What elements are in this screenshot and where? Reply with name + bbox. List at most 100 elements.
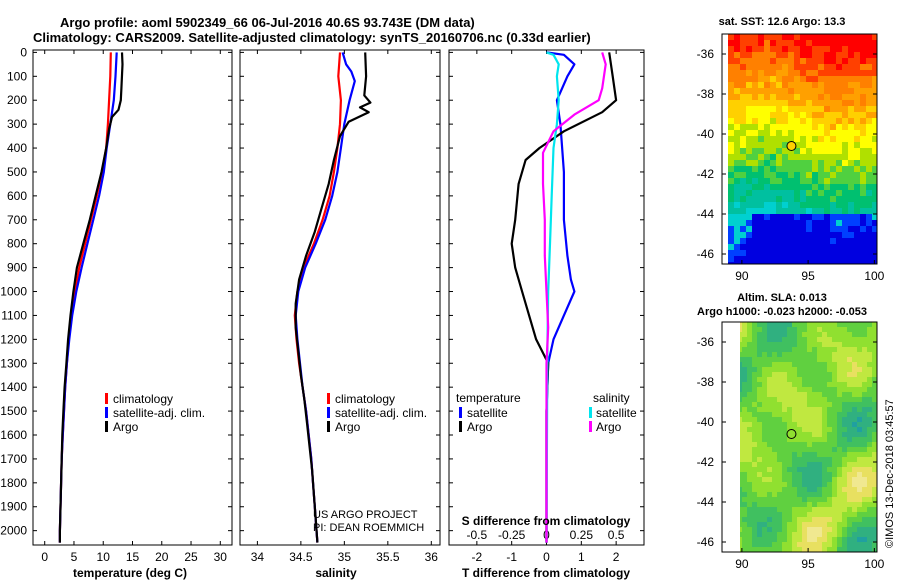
sst-cell — [860, 100, 866, 106]
sla-cell — [797, 502, 802, 507]
sla-cell — [777, 372, 782, 377]
sla-cell — [777, 472, 782, 477]
sst-cell — [764, 130, 770, 136]
sst-cell — [806, 160, 812, 166]
sst-cell — [800, 184, 806, 190]
sst-cell — [872, 76, 877, 82]
sla-cell — [772, 497, 777, 502]
sla-cell — [757, 442, 762, 447]
sla-cell — [822, 497, 827, 502]
sst-cell — [812, 262, 818, 264]
sla-cell — [742, 507, 747, 512]
sla-cell — [752, 412, 757, 417]
sla-cell — [832, 477, 837, 482]
sla-cell — [822, 362, 827, 367]
sla-cell — [817, 447, 822, 452]
sla-cell — [822, 432, 827, 437]
sla-cell — [762, 342, 767, 347]
sla-cell — [802, 537, 807, 542]
sla-cell — [842, 487, 847, 492]
sst-cell — [800, 232, 806, 238]
sla-cell — [777, 382, 782, 387]
sla-cell — [837, 482, 842, 487]
sla-cell — [872, 452, 877, 457]
sla-cell — [827, 522, 832, 527]
sla-cell — [792, 482, 797, 487]
sst-cell — [806, 64, 812, 70]
sst-cell — [776, 82, 782, 88]
sla-cell — [792, 352, 797, 357]
sla-cell — [777, 512, 782, 517]
sla-cell — [752, 407, 757, 412]
sst-cell — [830, 70, 836, 76]
sst-cell — [860, 154, 866, 160]
sst-cell — [866, 124, 872, 130]
sla-cell — [797, 397, 802, 402]
sst-cell — [752, 220, 758, 226]
sst-cell — [812, 76, 818, 82]
sla-cell — [757, 497, 762, 502]
sst-cell — [734, 76, 740, 82]
sst-cell — [800, 190, 806, 196]
sla-cell — [787, 502, 792, 507]
sst-cell — [818, 232, 824, 238]
sla-cell — [807, 402, 812, 407]
sst-cell — [848, 82, 854, 88]
sst-cell — [824, 160, 830, 166]
sla-cell — [747, 322, 752, 327]
sla-cell — [847, 522, 852, 527]
sst-cell — [800, 40, 806, 46]
sst-cell — [866, 100, 872, 106]
sst-cell — [752, 82, 758, 88]
sst-cell — [776, 184, 782, 190]
sst-cell — [872, 160, 877, 166]
sla-cell — [782, 322, 787, 327]
sla-cell — [812, 537, 817, 542]
sla-cell — [762, 547, 767, 552]
sla-cell — [787, 532, 792, 537]
sst-cell — [734, 172, 740, 178]
depth-tick-label: 1700 — [0, 452, 27, 466]
sla-cell — [847, 362, 852, 367]
sla-cell — [842, 512, 847, 517]
sst-cell — [764, 136, 770, 142]
sla-cell — [747, 477, 752, 482]
sst-cell — [728, 52, 734, 58]
sst-cell — [824, 112, 830, 118]
sst-cell — [860, 130, 866, 136]
legend-climatology-label: climatology — [335, 392, 395, 406]
sla-cell — [752, 437, 757, 442]
sst-cell — [764, 70, 770, 76]
sla-cell — [827, 482, 832, 487]
depth-tick-label: 500 — [7, 165, 27, 179]
sst-cell — [794, 82, 800, 88]
sla-cell — [852, 442, 857, 447]
sla-cell — [867, 452, 872, 457]
sla-cell — [852, 482, 857, 487]
sst-cell — [812, 244, 818, 250]
legend-t-argo-swatch — [459, 421, 462, 432]
sst-cell — [818, 52, 824, 58]
sla-cell — [842, 442, 847, 447]
sla-cell — [857, 442, 862, 447]
temperature-legend: climatology satellite-adj. clim. Argo — [105, 392, 205, 434]
sla-cell — [817, 457, 822, 462]
sla-cell — [762, 377, 767, 382]
sla-cell — [832, 452, 837, 457]
sla-cell — [807, 392, 812, 397]
sst-cell — [746, 142, 752, 148]
series-line-climatology — [293, 52, 342, 543]
sst-cell — [758, 52, 764, 58]
sla-cell — [762, 482, 767, 487]
depth-tick-label: 1800 — [0, 476, 27, 490]
sla-cell — [827, 372, 832, 377]
sla-cell — [832, 367, 837, 372]
legend-s-argo-label: Argo — [596, 420, 622, 434]
sla-cell — [777, 477, 782, 482]
sla-cell — [757, 487, 762, 492]
sla-cell — [827, 462, 832, 467]
sla-cell — [787, 392, 792, 397]
x2-tick-label: 0.25 — [570, 528, 594, 542]
sst-cell — [764, 34, 770, 40]
sla-cell — [837, 397, 842, 402]
